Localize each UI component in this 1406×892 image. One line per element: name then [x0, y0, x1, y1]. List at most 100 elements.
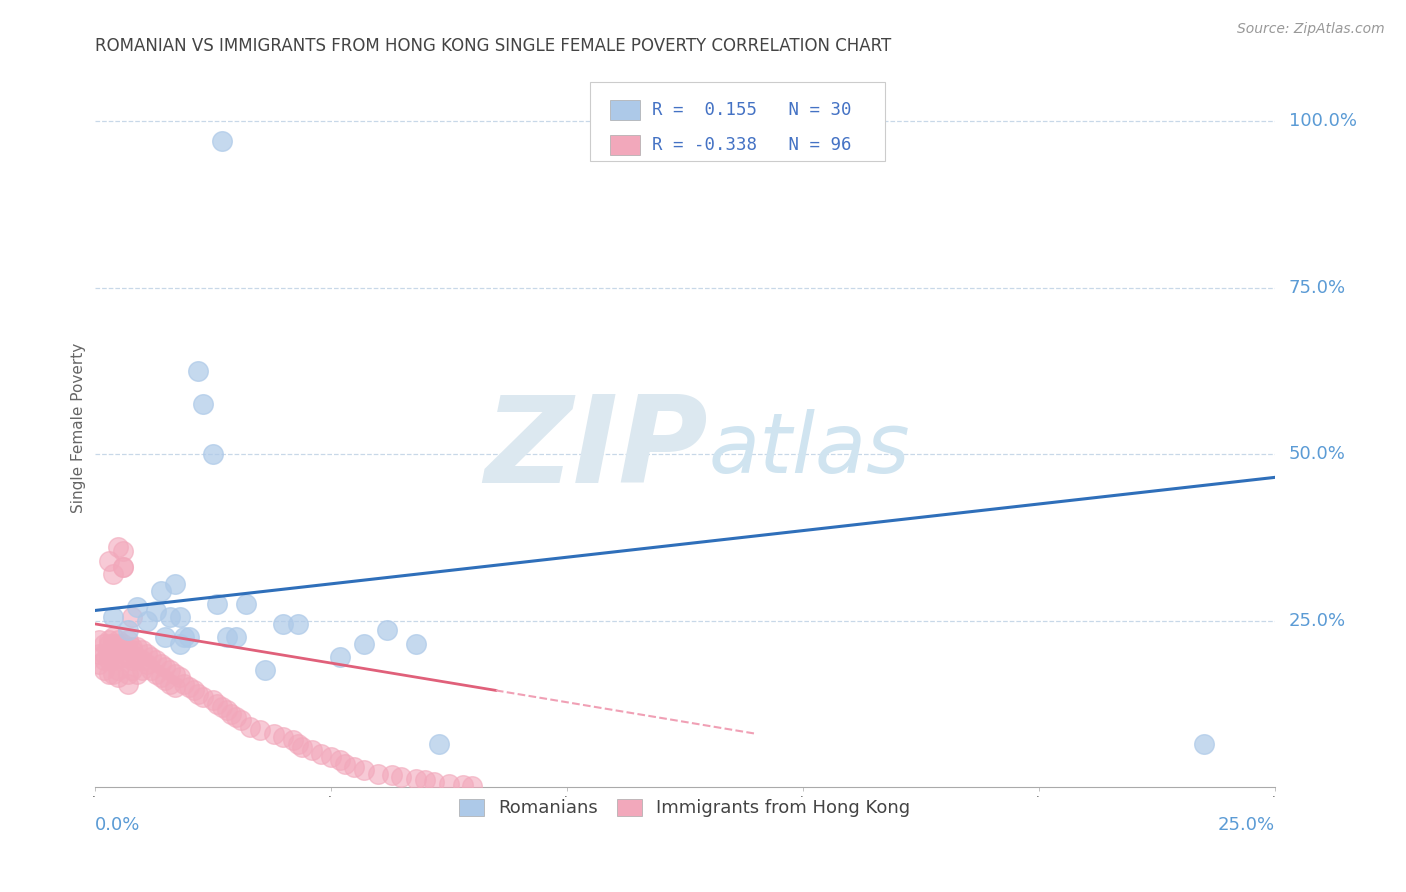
Point: [163, 680, 186, 694]
Point: [121, 643, 143, 657]
Point: [391, 770, 413, 784]
Point: [103, 647, 125, 661]
Point: [319, 750, 342, 764]
Legend: Romanians, Immigrants from Hong Kong: Romanians, Immigrants from Hong Kong: [451, 791, 918, 824]
Text: ZIP: ZIP: [485, 391, 709, 508]
Point: [93, 664, 115, 678]
Point: [149, 670, 172, 684]
Point: [89, 633, 111, 648]
Point: [287, 737, 309, 751]
Text: atlas: atlas: [709, 409, 910, 490]
Point: [1192, 737, 1215, 751]
Point: [273, 616, 295, 631]
Point: [141, 650, 163, 665]
Point: [413, 773, 436, 788]
Point: [111, 543, 134, 558]
Point: [93, 637, 115, 651]
Point: [169, 637, 191, 651]
Point: [111, 637, 134, 651]
Point: [187, 364, 209, 378]
Point: [107, 633, 129, 648]
Point: [207, 697, 229, 711]
Point: [423, 774, 446, 789]
Point: [121, 610, 143, 624]
Point: [117, 624, 139, 638]
Point: [191, 690, 214, 704]
Point: [121, 640, 143, 654]
Point: [427, 737, 450, 751]
Point: [145, 653, 167, 667]
Point: [97, 647, 120, 661]
Point: [173, 677, 195, 691]
Point: [173, 630, 195, 644]
Point: [103, 630, 125, 644]
Point: [163, 666, 186, 681]
Point: [125, 650, 148, 665]
Point: [89, 657, 111, 671]
Point: [111, 650, 134, 665]
Point: [229, 714, 252, 728]
Point: [353, 637, 375, 651]
Point: [191, 397, 214, 411]
Point: [89, 647, 111, 661]
Point: [263, 727, 285, 741]
Point: [159, 664, 181, 678]
Point: [103, 653, 125, 667]
FancyBboxPatch shape: [591, 82, 886, 161]
Point: [159, 677, 181, 691]
Text: R = -0.338   N = 96: R = -0.338 N = 96: [652, 136, 852, 154]
Point: [211, 700, 233, 714]
Point: [135, 657, 157, 671]
Point: [149, 657, 172, 671]
Point: [145, 603, 167, 617]
Point: [117, 677, 139, 691]
Point: [125, 666, 148, 681]
Point: [117, 633, 139, 648]
Point: [93, 647, 115, 661]
Point: [103, 666, 125, 681]
Point: [117, 666, 139, 681]
Point: [131, 653, 153, 667]
Point: [215, 703, 238, 717]
Point: [177, 630, 200, 644]
Point: [183, 683, 205, 698]
Point: [211, 134, 233, 148]
Point: [125, 600, 148, 615]
Point: [225, 710, 247, 724]
Point: [329, 753, 352, 767]
Point: [381, 768, 404, 782]
Point: [221, 706, 243, 721]
Point: [187, 687, 209, 701]
Point: [163, 577, 186, 591]
Point: [103, 610, 125, 624]
Point: [225, 630, 247, 644]
Point: [201, 693, 224, 707]
Point: [97, 666, 120, 681]
Point: [131, 664, 153, 678]
Point: [97, 637, 120, 651]
Point: [353, 764, 375, 778]
Text: 25.0%: 25.0%: [1289, 612, 1346, 630]
Point: [121, 653, 143, 667]
Point: [121, 664, 143, 678]
Point: [273, 730, 295, 744]
Point: [117, 643, 139, 657]
Point: [239, 720, 262, 734]
Point: [451, 778, 474, 792]
Point: [287, 616, 309, 631]
Point: [461, 779, 484, 793]
Point: [291, 739, 314, 754]
Point: [177, 680, 200, 694]
Point: [107, 664, 129, 678]
Point: [97, 553, 120, 567]
Point: [107, 650, 129, 665]
Point: [107, 637, 129, 651]
Point: [333, 756, 356, 771]
Text: R =  0.155   N = 30: R = 0.155 N = 30: [652, 101, 852, 119]
Point: [405, 772, 427, 786]
Point: [103, 566, 125, 581]
Point: [97, 653, 120, 667]
Point: [437, 776, 460, 790]
Text: 75.0%: 75.0%: [1289, 278, 1346, 297]
Point: [117, 650, 139, 665]
